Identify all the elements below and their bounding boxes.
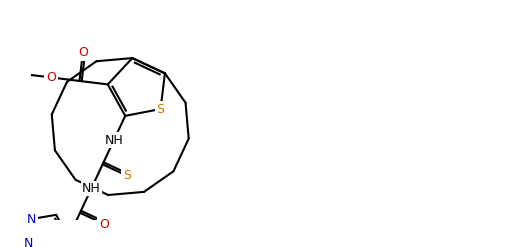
Text: NH: NH [82, 182, 101, 195]
Text: N: N [23, 237, 33, 247]
Text: NH: NH [105, 134, 123, 147]
Text: S: S [156, 103, 165, 116]
Text: O: O [99, 218, 109, 231]
Text: O: O [78, 46, 88, 59]
Text: N: N [27, 212, 36, 226]
Text: O: O [46, 71, 56, 84]
Text: S: S [123, 169, 131, 182]
